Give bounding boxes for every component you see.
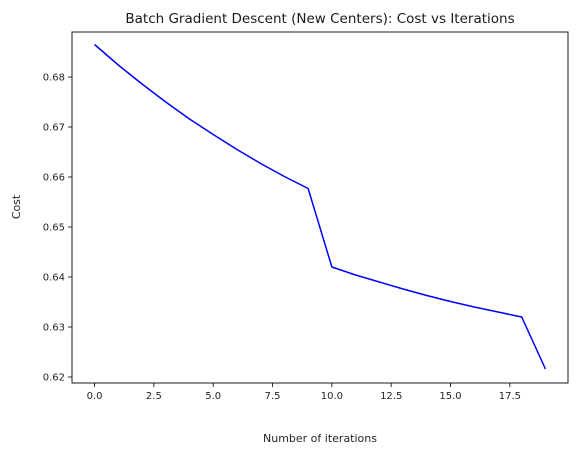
y-tick-label: 0.67 [43, 123, 65, 134]
x-axis-label: Number of iterations [263, 432, 377, 445]
x-tick-label: 0.0 [87, 391, 103, 402]
cost-series-line [94, 43, 547, 370]
y-ticks: 0.62 0.63 0.64 0.65 0.66 0.67 0.68 [43, 73, 72, 384]
plot-frame [71, 31, 569, 384]
x-tick-label: 10.0 [321, 391, 343, 402]
chart-title: Batch Gradient Descent (New Centers): Co… [125, 11, 514, 27]
x-tick-label: 12.5 [380, 391, 402, 402]
x-tick-label: 5.0 [205, 391, 221, 402]
x-tick-label: 17.5 [499, 391, 521, 402]
y-tick-label: 0.63 [43, 323, 65, 334]
y-tick-label: 0.68 [43, 73, 65, 84]
y-tick-label: 0.62 [43, 373, 65, 384]
y-axis-label: Cost [10, 194, 23, 219]
y-tick-label: 0.64 [43, 273, 65, 284]
y-tick-label: 0.65 [43, 223, 65, 234]
x-tick-label: 2.5 [146, 391, 162, 402]
plot-area [94, 43, 547, 370]
y-tick-label: 0.66 [43, 173, 65, 184]
x-tick-label: 15.0 [439, 391, 461, 402]
x-tick-label: 7.5 [265, 391, 281, 402]
x-ticks: 0.0 2.5 5.0 7.5 10.0 12.5 15.0 17.5 [87, 383, 521, 402]
